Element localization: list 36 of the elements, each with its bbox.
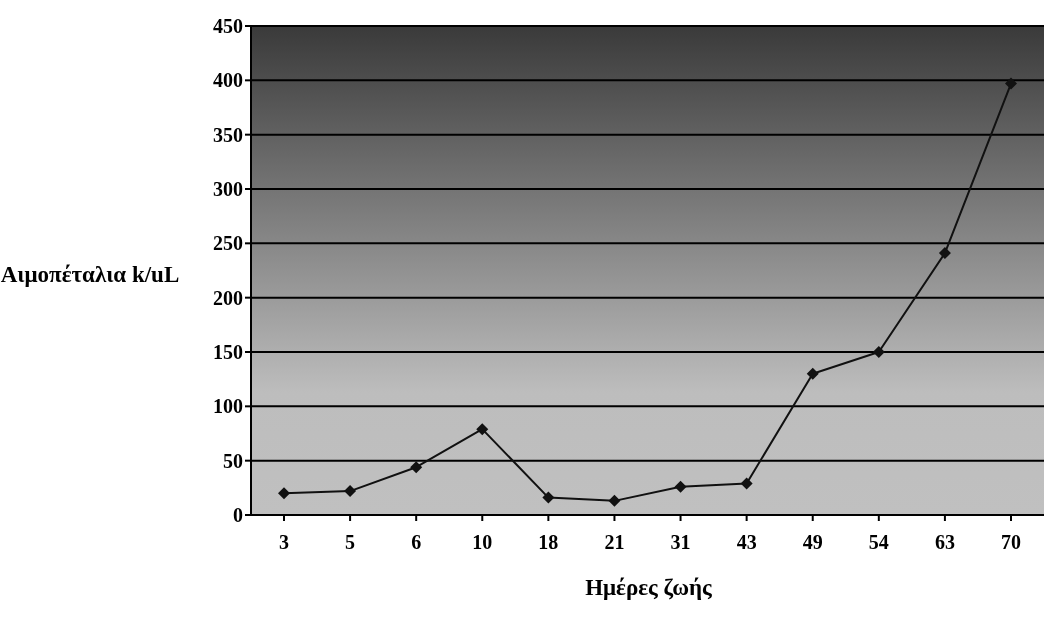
x-tick-label: 70 <box>1001 531 1021 554</box>
point <box>476 423 489 436</box>
y-tick-label: 200 <box>213 286 243 309</box>
y-tick-label: 250 <box>213 232 243 255</box>
y-tick-label: 100 <box>213 395 243 418</box>
point <box>410 461 423 474</box>
point <box>806 367 819 380</box>
y-tick-label: 300 <box>213 178 243 201</box>
point <box>938 247 951 260</box>
x-axis-title: Ημέρες ζωής <box>584 575 713 601</box>
x-tick-label: 10 <box>472 531 493 554</box>
y-tick-label: 350 <box>213 123 243 146</box>
x-tick-label: 5 <box>345 531 356 554</box>
point <box>542 491 555 504</box>
point <box>872 346 885 358</box>
x-tick-label: 31 <box>670 531 691 554</box>
point <box>344 485 357 498</box>
x-tick-label: 18 <box>538 531 559 554</box>
x-tick-label: 49 <box>802 531 823 554</box>
y-tick-label: 0 <box>233 504 243 527</box>
point <box>278 487 290 500</box>
point <box>674 480 687 493</box>
point <box>608 494 621 507</box>
y-tick-label: 50 <box>223 449 243 472</box>
x-tick-label: 43 <box>736 531 757 554</box>
x-tick-label: 63 <box>934 531 955 554</box>
y-tick-label: 400 <box>213 69 243 92</box>
x-tick-label: 21 <box>604 531 625 554</box>
point <box>740 477 753 490</box>
x-tick-label: 3 <box>279 531 289 554</box>
y-tick-label: 450 <box>213 15 243 38</box>
y-tick-label: 150 <box>213 341 243 364</box>
point <box>1005 77 1017 90</box>
x-tick-label: 6 <box>411 531 422 554</box>
x-tick-label: 54 <box>868 531 889 554</box>
y-axis-title: Αιμοπέταλια k/uL <box>0 262 180 288</box>
